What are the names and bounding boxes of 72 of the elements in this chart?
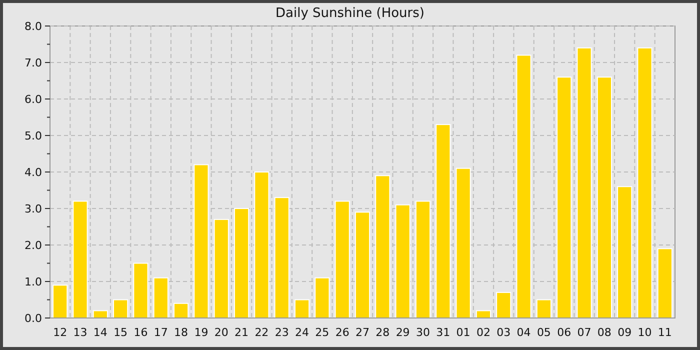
y-tick-label: 3.0 — [24, 202, 42, 216]
bar — [415, 200, 431, 318]
bar — [637, 47, 652, 318]
y-tick-label: 1.0 — [24, 275, 42, 288]
bar — [436, 124, 451, 318]
y-tick-label: 7.0 — [24, 56, 42, 70]
bar — [314, 277, 330, 318]
x-tick-label: 10 — [638, 326, 652, 339]
bar — [516, 54, 532, 318]
y-tick-label: 5.0 — [24, 129, 42, 142]
x-tick-label: 26 — [335, 326, 350, 339]
bar — [476, 310, 492, 318]
x-tick-label: 08 — [597, 326, 612, 339]
bar — [254, 172, 270, 318]
chart-title: Daily Sunshine (Hours) — [276, 6, 424, 21]
y-tick-label: 8.0 — [24, 20, 42, 33]
bar — [153, 277, 168, 318]
bar — [576, 47, 592, 318]
bar — [92, 310, 108, 318]
x-tick-label: 06 — [557, 326, 572, 339]
x-tick-label: 02 — [476, 326, 490, 339]
x-tick-label: 17 — [154, 326, 168, 339]
x-tick-label: 04 — [516, 326, 531, 339]
bar — [173, 302, 189, 318]
bar — [294, 299, 310, 318]
bar — [536, 299, 552, 318]
x-tick-label: 12 — [53, 326, 68, 339]
x-tick-label: 28 — [376, 326, 390, 339]
y-tick-label: 0.0 — [24, 312, 42, 325]
x-tick-label: 20 — [214, 326, 228, 339]
x-tick-label: 27 — [356, 326, 370, 339]
x-tick-label: 15 — [114, 326, 128, 339]
bar — [214, 218, 229, 318]
y-tick-label: 4.0 — [24, 166, 42, 179]
bar — [617, 186, 632, 318]
bar — [194, 164, 209, 318]
bar — [133, 262, 148, 318]
bar — [72, 200, 88, 318]
x-tick-label: 30 — [416, 326, 430, 339]
x-tick-label: 31 — [436, 326, 450, 339]
bar — [274, 197, 290, 318]
bar — [657, 248, 672, 318]
x-tick-label: 01 — [456, 326, 470, 339]
x-tick-label: 21 — [234, 326, 249, 339]
bar — [456, 168, 471, 318]
x-tick-label: 09 — [618, 326, 632, 339]
x-tick-label: 25 — [315, 326, 330, 339]
bar — [556, 76, 572, 318]
bar — [334, 200, 350, 318]
x-tick-label: 16 — [134, 326, 148, 339]
bar — [496, 292, 512, 318]
bar — [234, 208, 250, 318]
x-tick-label: 24 — [295, 326, 310, 339]
x-tick-label: 19 — [194, 326, 208, 339]
bar — [113, 299, 128, 318]
x-tick-label: 18 — [174, 326, 188, 339]
x-tick-label: 07 — [577, 326, 592, 339]
x-tick-label: 29 — [396, 326, 410, 339]
bar — [52, 284, 68, 318]
bar — [375, 175, 390, 318]
x-tick-label: 14 — [93, 326, 108, 339]
bar — [354, 212, 370, 318]
x-tick-label: 11 — [658, 326, 672, 339]
y-tick-label: 2.0 — [24, 238, 42, 252]
x-tick-label: 05 — [536, 326, 551, 339]
x-tick-label: 03 — [496, 326, 511, 339]
x-tick-label: 22 — [254, 326, 269, 339]
bar — [596, 76, 612, 318]
x-tick-label: 23 — [274, 326, 289, 339]
x-tick-label: 13 — [73, 326, 88, 339]
y-tick-label: 6.0 — [24, 92, 42, 106]
bar — [395, 204, 410, 318]
